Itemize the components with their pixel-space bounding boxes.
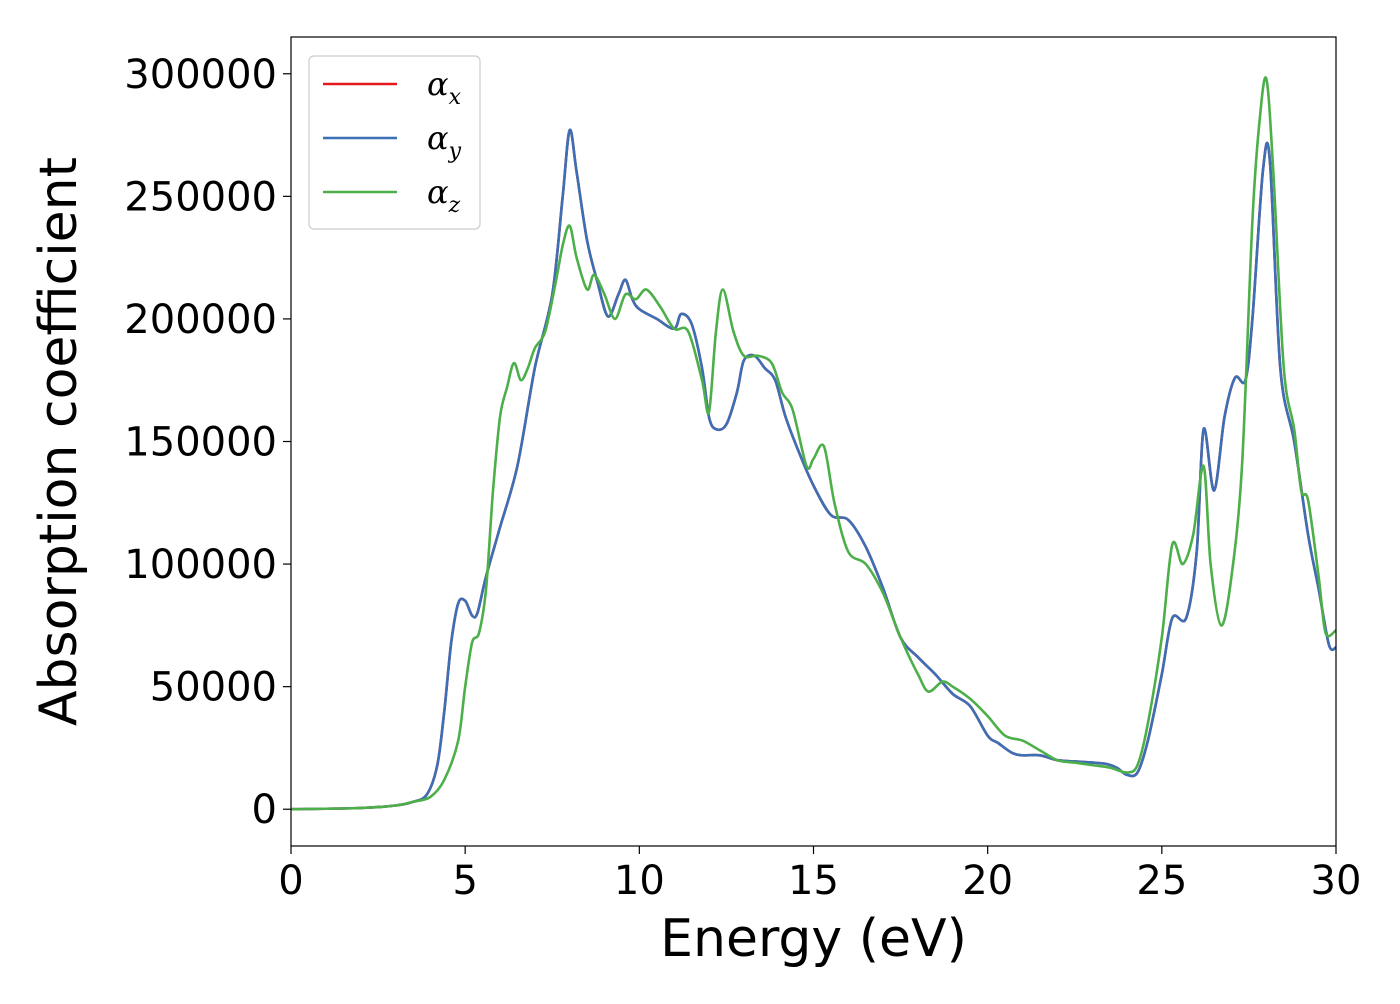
x-tick-label: 20 [962, 858, 1013, 904]
series-layer [291, 76, 1336, 811]
series-line-z [291, 76, 1336, 811]
x-tick-label: 30 [1311, 858, 1362, 904]
y-axis-ticks: 0 50000 100000 150000 200000 250000 300000 [124, 52, 291, 833]
x-axis-title: Energy (eV) [660, 909, 967, 969]
y-axis-title: Absorption coefficient [29, 157, 89, 726]
x-tick-label: 15 [788, 858, 839, 904]
y-tick-label: 50000 [150, 665, 277, 711]
y-tick-label: 150000 [124, 420, 277, 466]
legend-label: αz [427, 173, 461, 218]
x-axis-ticks: 0 5 10 15 20 25 30 [278, 846, 1361, 904]
x-tick-label: 10 [614, 858, 665, 904]
y-tick-label: 0 [252, 787, 277, 833]
y-tick-label: 300000 [124, 52, 277, 98]
y-tick-label: 250000 [124, 174, 277, 220]
series-line-x [291, 128, 1336, 811]
x-tick-label: 0 [278, 858, 303, 904]
x-tick-label: 5 [452, 858, 477, 904]
legend-label: αy [427, 119, 462, 164]
y-tick-label: 100000 [124, 542, 277, 588]
legend-item-y: αy [323, 119, 462, 164]
x-tick-label: 25 [1136, 858, 1187, 904]
legend-item-z: αz [323, 173, 461, 218]
legend-item-x: αx [323, 65, 462, 110]
y-tick-label: 200000 [124, 297, 277, 343]
legend: αx αy αz [308, 55, 481, 230]
legend-label: αx [427, 65, 462, 110]
series-line-y [291, 128, 1336, 811]
legend-box [308, 55, 481, 230]
